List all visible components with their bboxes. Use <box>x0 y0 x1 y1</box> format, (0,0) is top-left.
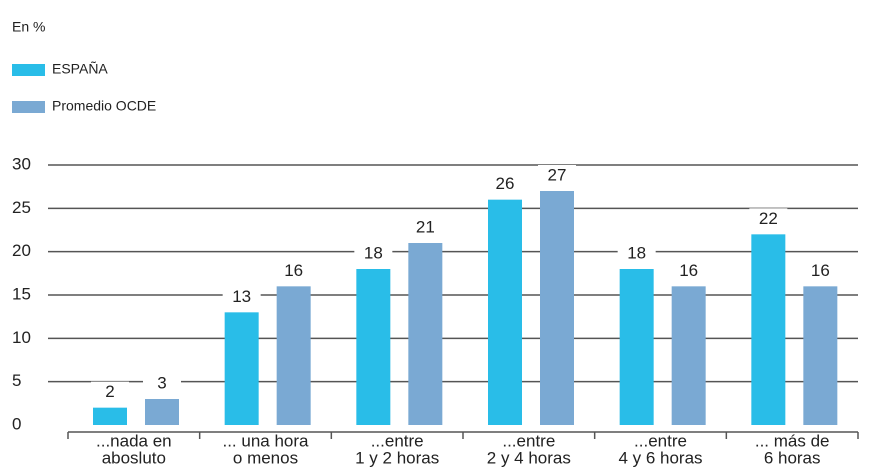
value-label: 16 <box>679 261 698 280</box>
bar <box>803 286 838 425</box>
value-label: 16 <box>284 261 303 280</box>
x-tick-label: ... una hora <box>222 431 309 450</box>
value-label-bg <box>669 260 708 281</box>
value-label: 21 <box>416 217 435 236</box>
value-label: 16 <box>811 261 830 280</box>
x-tick-label: ...nada en <box>96 431 172 450</box>
value-label: 26 <box>496 174 515 193</box>
value-label: 18 <box>364 243 383 262</box>
x-tick-label: ...entre <box>634 431 687 450</box>
x-tick-label: 2 y 4 horas <box>487 448 571 467</box>
y-tick-label: 10 <box>12 328 31 347</box>
value-label-bg <box>406 217 445 237</box>
y-tick-label: 20 <box>12 241 31 260</box>
x-tick-label: 4 y 6 horas <box>618 448 702 467</box>
x-tick-label: 1 y 2 horas <box>355 448 439 467</box>
value-label-bg <box>801 260 840 281</box>
value-label-bg <box>617 243 656 263</box>
value-label-bg <box>538 165 576 185</box>
value-label: 27 <box>548 165 567 184</box>
x-tick-label: o menos <box>233 448 298 467</box>
y-tick-label: 5 <box>12 371 21 390</box>
bar <box>488 199 522 425</box>
x-tick-label: ... más de <box>755 431 830 450</box>
value-label: 13 <box>232 287 251 306</box>
legend-swatch <box>12 64 45 76</box>
value-label-bg <box>749 208 788 229</box>
bar <box>619 269 654 425</box>
x-tick-label: ...entre <box>502 431 555 450</box>
bar <box>224 312 259 425</box>
bar <box>356 269 391 425</box>
chart-subtitle: En % <box>12 19 45 35</box>
value-label: 3 <box>157 373 166 392</box>
value-label: 18 <box>627 243 646 262</box>
x-tick-label: 6 horas <box>764 448 821 467</box>
bar <box>671 286 706 425</box>
y-tick-label: 30 <box>12 154 31 173</box>
value-label-bg <box>143 373 181 393</box>
bar <box>145 399 179 425</box>
x-tick-label: abosluto <box>102 448 166 467</box>
legend-label: Promedio OCDE <box>52 98 156 114</box>
value-label-bg <box>91 381 129 402</box>
value-label-bg <box>354 243 393 263</box>
bar <box>93 407 127 425</box>
legend-label: ESPAÑA <box>52 61 108 77</box>
value-label: 2 <box>105 382 114 401</box>
value-label-bg <box>222 286 261 307</box>
value-label-bg <box>486 173 524 194</box>
bar <box>408 243 443 425</box>
x-tick-label: ...entre <box>371 431 424 450</box>
bar <box>276 286 311 425</box>
legend-swatch <box>12 101 45 113</box>
y-tick-label: 25 <box>12 198 31 217</box>
bar <box>751 234 786 425</box>
value-label-bg <box>274 260 313 281</box>
bar <box>540 191 574 425</box>
y-tick-label: 0 <box>12 414 21 433</box>
value-label: 22 <box>759 209 778 228</box>
y-tick-label: 15 <box>12 284 31 303</box>
